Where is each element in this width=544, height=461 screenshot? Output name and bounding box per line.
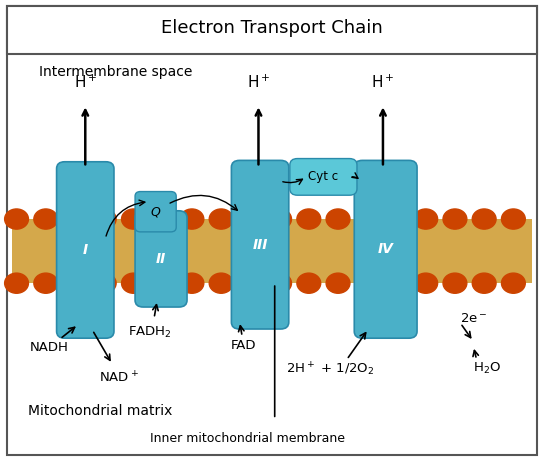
Text: H$^+$: H$^+$ [371,73,395,91]
Text: I: I [83,243,88,257]
Circle shape [92,273,116,293]
Circle shape [326,273,350,293]
FancyBboxPatch shape [57,162,114,338]
Text: H$_2$O: H$_2$O [473,361,502,377]
Text: NAD$^+$: NAD$^+$ [100,370,139,386]
Circle shape [414,273,437,293]
Text: Cyt c: Cyt c [308,171,338,183]
FancyBboxPatch shape [290,159,357,195]
Text: III: III [252,238,268,252]
Text: II: II [156,252,166,266]
Circle shape [268,209,292,229]
Circle shape [472,209,496,229]
FancyBboxPatch shape [135,211,187,307]
Circle shape [180,273,204,293]
Text: 2e$^-$: 2e$^-$ [460,312,487,325]
Circle shape [297,273,321,293]
Text: Inner mitochondrial membrane: Inner mitochondrial membrane [150,432,345,445]
FancyBboxPatch shape [7,6,537,54]
Text: Mitochondrial matrix: Mitochondrial matrix [28,404,173,419]
Circle shape [63,209,87,229]
Circle shape [151,209,175,229]
Circle shape [63,273,87,293]
Circle shape [180,209,204,229]
Text: IV: IV [378,242,394,256]
Circle shape [502,209,526,229]
Circle shape [385,209,409,229]
Circle shape [151,273,175,293]
Circle shape [34,209,58,229]
Circle shape [443,273,467,293]
Circle shape [268,273,292,293]
Circle shape [414,209,437,229]
Text: Electron Transport Chain: Electron Transport Chain [161,19,383,37]
Circle shape [238,209,262,229]
Circle shape [443,209,467,229]
Circle shape [297,209,321,229]
Text: FADH$_2$: FADH$_2$ [128,325,172,340]
Circle shape [238,273,262,293]
FancyBboxPatch shape [231,160,289,329]
Circle shape [121,273,145,293]
Text: Q: Q [151,205,160,218]
Bar [12,219,532,283]
Circle shape [121,209,145,229]
Circle shape [326,209,350,229]
Circle shape [355,209,379,229]
Circle shape [385,273,409,293]
FancyBboxPatch shape [354,160,417,338]
Circle shape [355,273,379,293]
Circle shape [209,273,233,293]
Text: FAD: FAD [231,339,257,353]
Text: H$^+$: H$^+$ [247,73,270,91]
Circle shape [92,209,116,229]
FancyBboxPatch shape [135,192,176,232]
Circle shape [5,209,28,229]
Circle shape [472,273,496,293]
Circle shape [502,273,526,293]
Text: H$^+$: H$^+$ [73,73,97,91]
Circle shape [5,273,28,293]
Text: 2H$^+$ + 1/2O$_2$: 2H$^+$ + 1/2O$_2$ [287,360,374,378]
Circle shape [34,273,58,293]
Circle shape [209,209,233,229]
Text: Intermembrane space: Intermembrane space [39,65,193,79]
FancyBboxPatch shape [7,6,537,455]
Text: NADH: NADH [29,341,69,354]
